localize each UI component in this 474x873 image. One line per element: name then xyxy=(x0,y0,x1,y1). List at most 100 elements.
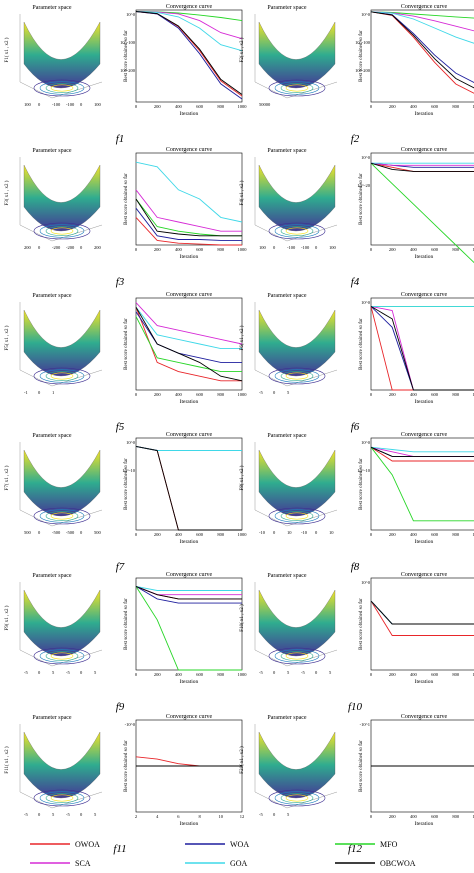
contour-ring xyxy=(50,84,74,92)
surface-plot: Parameter space F11( x1 , x2 ) -5 0 5 -5 0 5 xyxy=(5,715,103,817)
y-tick-label: -10^0 xyxy=(125,722,136,727)
series-line-obcwoa xyxy=(135,445,242,531)
x-tick-label: 600 xyxy=(196,247,204,252)
surface-mesh xyxy=(258,589,336,656)
surface-y-axis xyxy=(51,224,103,242)
surface-tick: -5 xyxy=(301,670,305,675)
surface-mesh xyxy=(23,21,101,88)
x-tick-label: 0 xyxy=(370,814,373,819)
surface-mesh xyxy=(23,309,101,376)
plot-frame xyxy=(370,297,474,391)
surface-z-label: F5( x1 , x2 ) xyxy=(5,325,10,350)
panel-f8: Parameter space F8( x1 , x2 ) -10 0 10 -10 0 10… xyxy=(240,432,474,573)
function-label: f10 xyxy=(348,701,363,713)
surface-x-axis xyxy=(19,224,53,242)
surface-tick: 0 xyxy=(80,812,83,817)
x-tick-label: 200 xyxy=(389,392,397,397)
x-tick-label: 1000 xyxy=(473,672,474,677)
x-tick-label: 0 xyxy=(370,672,373,677)
series-line-woa xyxy=(135,207,242,241)
surface-y-axis xyxy=(286,791,338,809)
surface-z-label: F2( x1 , x2 ) xyxy=(240,37,245,62)
convergence-plot: Convergence curve Best score obtained so … xyxy=(124,147,247,260)
convergence-title: Convergence curve xyxy=(166,147,213,153)
x-tick-label: 0 xyxy=(135,672,138,677)
x-tick-label: 400 xyxy=(410,672,418,677)
surface-plot: Parameter space F2( x1 , x2 ) 50000 xyxy=(240,5,338,107)
surface-y-axis xyxy=(286,649,338,667)
convergence-title: Convergence curve xyxy=(166,714,213,720)
surface-x-axis xyxy=(19,369,53,387)
surface-z-label: F11( x1 , x2 ) xyxy=(5,746,10,774)
x-tick-label: 0 xyxy=(135,532,138,537)
surface-tick: -10 xyxy=(301,530,308,535)
contour-ring xyxy=(33,647,91,665)
x-tick-label: 800 xyxy=(452,247,460,252)
x-tick-label: 1000 xyxy=(238,672,248,677)
surface-tick: 0 xyxy=(38,390,41,395)
x-tick-label: 800 xyxy=(217,247,225,252)
plot-frame xyxy=(370,152,474,246)
contour-ring xyxy=(50,227,74,235)
surface-plot: Parameter space F7( x1 , x2 ) 500 0 -500 -500… xyxy=(5,433,103,535)
x-tick-label: 1000 xyxy=(238,247,248,252)
surface-tick: 0 xyxy=(80,530,83,535)
surface-mesh xyxy=(23,731,101,798)
surface-plot: Parameter space F1( x1 , x2 ) 100 0 -100 -100… xyxy=(5,5,103,107)
surface-z-label: F7( x1 , x2 ) xyxy=(5,465,10,490)
surface-tick: 0 xyxy=(273,390,276,395)
x-axis-label: Iteration xyxy=(180,539,199,545)
x-tick-label: 0 xyxy=(370,532,373,537)
surface-y-axis xyxy=(51,791,103,809)
surface-tick: 5 xyxy=(329,670,332,675)
convergence-plot: Convergence curve Best score obtained so … xyxy=(359,572,474,685)
x-tick-label: 200 xyxy=(154,247,162,252)
x-tick-label: 400 xyxy=(175,392,183,397)
y-axis-label: Best score obtained so far xyxy=(124,458,129,510)
convergence-plot: Convergence curve Best score obtained so … xyxy=(359,292,474,405)
surface-tick: 100 xyxy=(24,102,32,107)
surface-y-axis xyxy=(286,369,338,387)
contour-ring xyxy=(280,371,314,381)
contour-ring xyxy=(285,227,309,235)
surface-x-axis xyxy=(19,509,53,527)
series-line-sca xyxy=(135,302,243,345)
surface-mesh xyxy=(258,731,336,798)
surface-y-axis xyxy=(51,649,103,667)
contour-ring xyxy=(280,793,314,803)
surface-tick: -100 xyxy=(52,102,61,107)
x-tick-label: 600 xyxy=(431,247,439,252)
surface-title: Parameter space xyxy=(267,573,306,579)
surface-plot: Parameter space F9( x1 , x2 ) -5 0 5 -5 0 5 xyxy=(5,573,103,675)
contour-ring xyxy=(33,367,91,385)
contour-ring xyxy=(50,652,74,660)
x-tick-label: 200 xyxy=(389,247,397,252)
plot-frame xyxy=(370,437,474,531)
contour-ring xyxy=(39,81,85,95)
y-tick-label: 10^0 xyxy=(126,440,136,445)
series-line-goa xyxy=(370,11,474,44)
y-tick-label: 10^0 xyxy=(361,580,371,585)
convergence-title: Convergence curve xyxy=(166,572,213,578)
surface-title: Parameter space xyxy=(32,5,71,11)
contour-ring xyxy=(33,789,91,807)
y-tick-label: 10^0 xyxy=(361,440,371,445)
x-tick-label: 1000 xyxy=(473,532,474,537)
x-tick-label: 1000 xyxy=(238,532,248,537)
series-line-obcwoa xyxy=(135,11,243,95)
contour-ring xyxy=(50,512,74,520)
surface-tick: 5 xyxy=(52,670,55,675)
surface-tick: 0 xyxy=(315,245,318,250)
series-line-obcwoa xyxy=(370,11,474,89)
function-label: f6 xyxy=(351,421,360,433)
surface-x-axis xyxy=(254,509,288,527)
surface-tick: 5 xyxy=(287,670,290,675)
series-line-obcwoa xyxy=(370,446,474,457)
surface-z-label: F1( x1 , x2 ) xyxy=(5,37,10,62)
series-line-woa xyxy=(135,586,242,604)
x-tick-label: 1000 xyxy=(238,392,248,397)
surface-tick: -5 xyxy=(24,812,28,817)
